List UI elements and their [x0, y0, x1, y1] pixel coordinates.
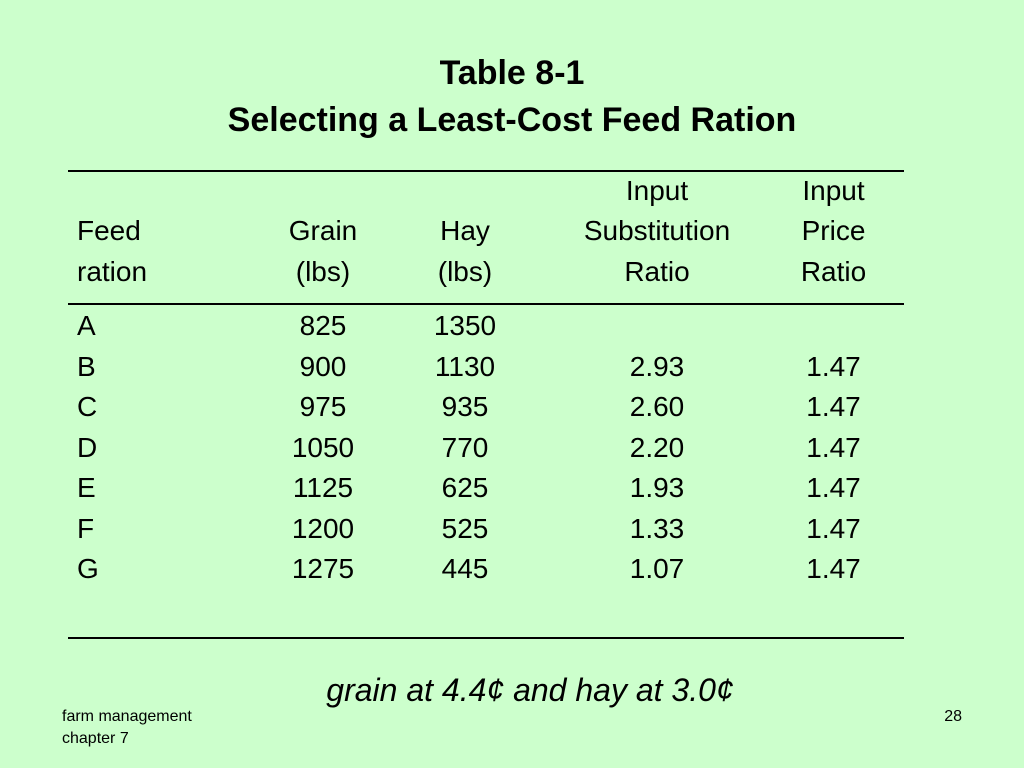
table-subtitle: Selecting a Least-Cost Feed Ration — [227, 101, 797, 139]
header-price-line1: Input — [802, 175, 865, 206]
cell-grain: 1050 — [291, 431, 355, 463]
cell-grain: 1125 — [292, 472, 354, 503]
cell-isr: 1.93 — [629, 472, 685, 503]
cell-grain: 1200 — [291, 512, 355, 544]
cell-feed: A — [77, 310, 96, 341]
page-number: 28 — [944, 708, 962, 725]
header-price-line2: Price — [801, 215, 866, 246]
cell-hay: 445 — [441, 553, 489, 584]
cell-feed: D — [77, 431, 98, 463]
header-hay-line2: (lbs) — [437, 256, 493, 287]
cell-ipr: 1.47 — [806, 512, 861, 544]
cell-grain: 975 — [299, 391, 347, 422]
cell-hay: 770 — [441, 431, 489, 463]
price-note: grain at 4.4¢ and hay at 3.0¢ — [326, 672, 734, 708]
cell-ipr: 1.47 — [806, 391, 861, 422]
cell-grain: 825 — [299, 310, 347, 341]
cell-feed: B — [77, 350, 96, 382]
cell-isr: 1.33 — [629, 512, 685, 544]
table-title: Table 8-1 — [439, 54, 585, 92]
cell-isr: 1.07 — [629, 553, 685, 584]
cell-hay: 625 — [441, 472, 489, 503]
table-bottom-rule — [68, 637, 904, 639]
cell-ipr: 1.47 — [806, 553, 861, 584]
cell-ipr: 1.47 — [806, 431, 861, 463]
cell-hay: 525 — [441, 512, 489, 544]
header-grain-line1: Grain — [288, 215, 358, 246]
header-substitution-line1: Input — [625, 175, 689, 206]
cell-grain: 1275 — [291, 553, 355, 584]
cell-hay: 1350 — [433, 310, 497, 341]
cell-hay: 935 — [441, 391, 489, 422]
cell-isr: 2.20 — [629, 431, 685, 463]
cell-feed: C — [77, 391, 98, 422]
table-header-rule — [68, 303, 904, 305]
cell-isr: 2.93 — [629, 350, 685, 382]
cell-ipr: 1.47 — [806, 350, 861, 382]
cell-feed: F — [77, 512, 95, 544]
header-substitution-line3: Ratio — [624, 256, 690, 287]
cell-ipr: 1.47 — [806, 472, 861, 503]
header-hay-line1: Hay — [440, 215, 490, 246]
header-price-line3: Ratio — [800, 256, 867, 287]
header-grain-line2: (lbs) — [295, 256, 351, 287]
footer-course-line1: farm management — [62, 708, 192, 725]
footer-course-line2: chapter 7 — [62, 730, 129, 747]
cell-feed: G — [77, 553, 99, 584]
cell-isr: 2.60 — [629, 391, 685, 422]
cell-hay: 1130 — [434, 350, 496, 382]
footer-course: farm management chapter 7 — [62, 706, 192, 750]
header-substitution-line2: Substitution — [583, 215, 731, 246]
cell-feed: E — [77, 472, 96, 503]
header-feed-line2: ration — [77, 256, 148, 287]
table-top-rule — [68, 170, 904, 172]
cell-grain: 900 — [299, 350, 347, 382]
header-feed-line1: Feed — [77, 215, 141, 246]
